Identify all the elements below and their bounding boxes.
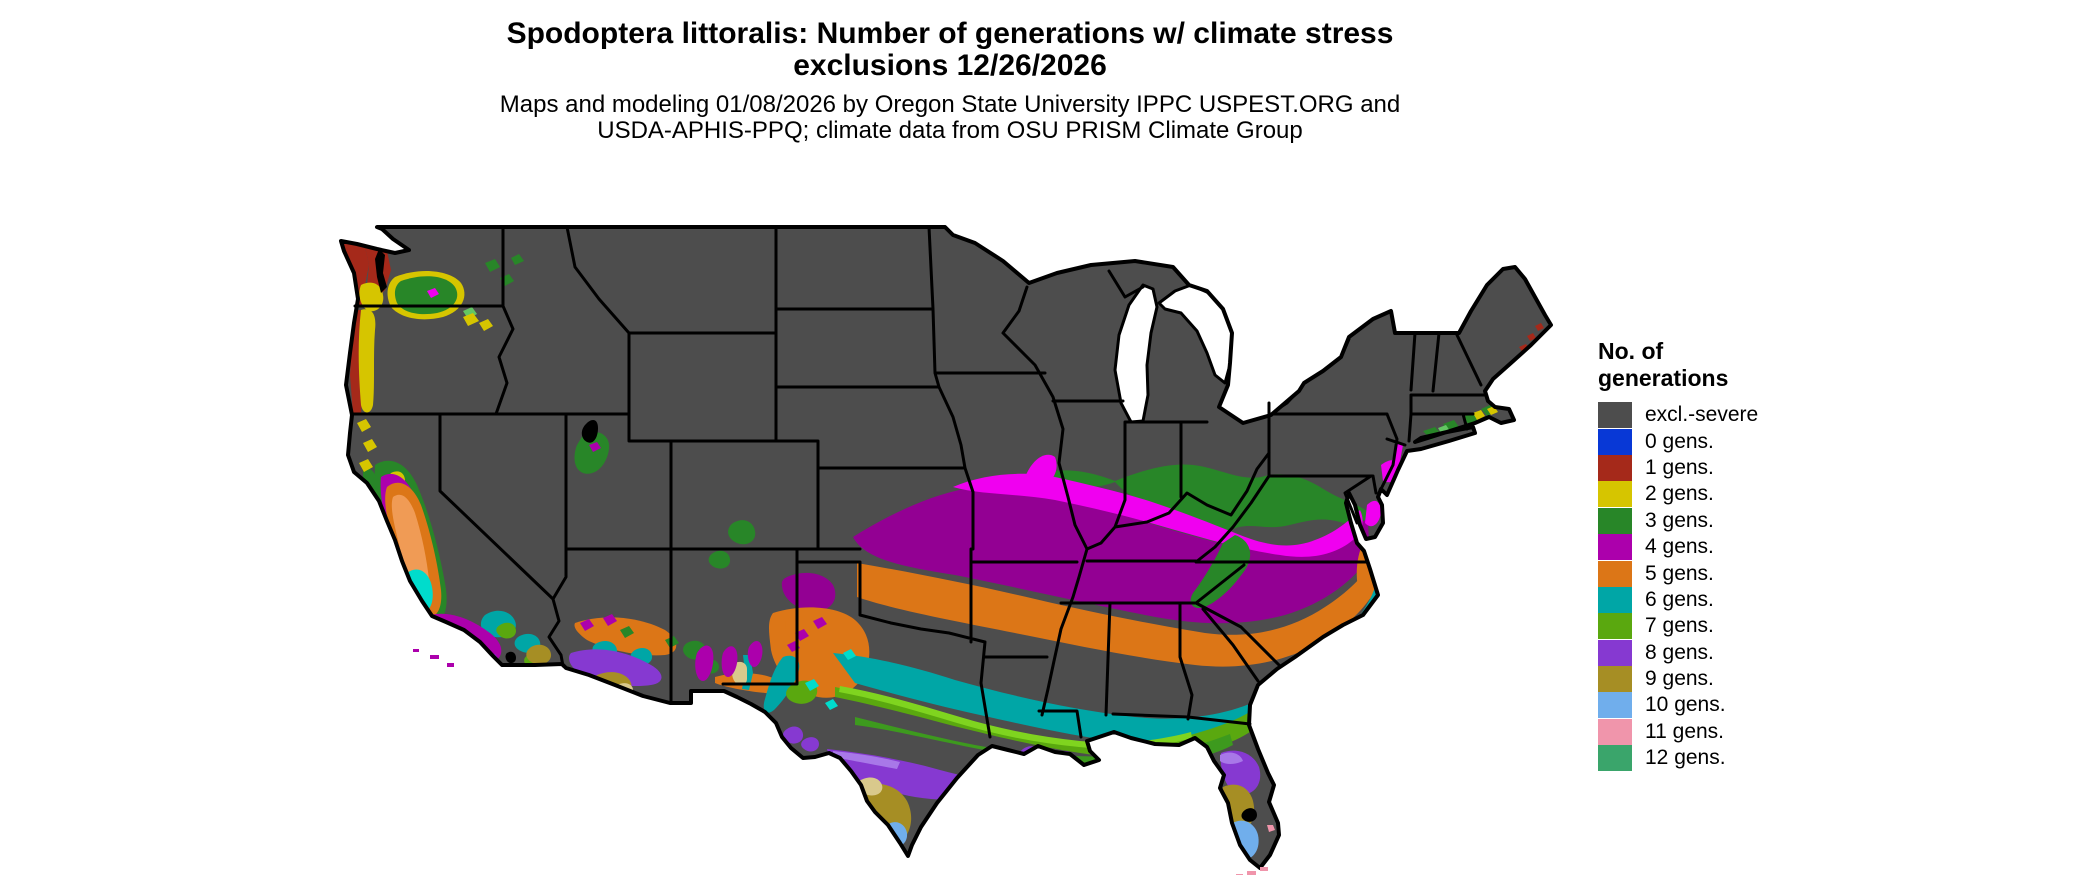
legend-item-1-gens: 1 gens.: [1598, 454, 1828, 481]
legend-item-8-gens: 8 gens.: [1598, 639, 1828, 666]
legend-item-2-gens: 2 gens.: [1598, 481, 1828, 508]
legend-label-6-gens: 6 gens.: [1645, 587, 1714, 611]
legend-item-3-gens: 3 gens.: [1598, 507, 1828, 534]
legend-swatch-10-gens: [1598, 692, 1632, 719]
legend-swatch-excl-severe: [1598, 402, 1632, 429]
great-salt-lake: [581, 419, 598, 443]
legend-item-10-gens: 10 gens.: [1598, 692, 1828, 719]
map-header: Spodoptera littoralis: Number of generat…: [0, 18, 1900, 144]
legend-item-0-gens: 0 gens.: [1598, 428, 1828, 455]
us-choropleth-map: [339, 225, 1553, 880]
map-legend: No. of generations excl.-severe 0 gens. …: [1598, 338, 1828, 772]
us-map-container: [335, 225, 1555, 880]
legend-label-9-gens: 9 gens.: [1645, 667, 1714, 691]
legend-swatch-8-gens: [1598, 639, 1632, 666]
legend-label-12-gens: 12 gens.: [1645, 746, 1726, 770]
map-region-10-gens: [884, 820, 1259, 860]
legend-title-line1: No. of: [1598, 338, 1664, 364]
legend-swatch-2-gens: [1598, 481, 1632, 508]
legend-item-9-gens: 9 gens.: [1598, 666, 1828, 693]
legend-swatch-3-gens: [1598, 507, 1632, 534]
puget-sound: [375, 249, 387, 293]
legend-swatch-9-gens: [1598, 666, 1632, 693]
map-region-6-gens-bright-specks: [805, 649, 856, 710]
legend-item-5-gens: 5 gens.: [1598, 560, 1828, 587]
legend-title: No. of generations: [1598, 338, 1828, 392]
legend-label-1-gens: 1 gens.: [1645, 455, 1714, 479]
legend-item-12-gens: 12 gens.: [1598, 745, 1828, 772]
legend-label-10-gens: 10 gens.: [1645, 693, 1726, 717]
legend-item-4-gens: 4 gens.: [1598, 534, 1828, 561]
map-title-line1: Spodoptera littoralis: Number of generat…: [506, 17, 1394, 50]
state-borders: [350, 225, 1487, 739]
map-subtitle-line2: USDA-APHIS-PPQ; climate data from OSU PR…: [597, 117, 1303, 144]
salton-sea: [505, 651, 516, 664]
legend-label-excl-severe: excl.-severe: [1645, 403, 1759, 427]
inland-water: [375, 249, 1257, 822]
map-fill-layers: [341, 227, 1551, 868]
legend-label-4-gens: 4 gens.: [1645, 535, 1714, 559]
map-region-11-gens-fl: [1267, 825, 1275, 832]
legend-item-11-gens: 11 gens.: [1598, 718, 1828, 745]
map-region-4-gens-dark: [781, 487, 1370, 624]
map-subtitle-line1: Maps and modeling 01/08/2026 by Oregon S…: [499, 91, 1401, 118]
legend-label-11-gens: 11 gens.: [1645, 719, 1725, 743]
legend-swatch-1-gens: [1598, 454, 1632, 481]
legend-swatch-6-gens: [1598, 586, 1632, 613]
map-region-4-gens-columbia-speck: [427, 288, 439, 298]
legend-swatch-7-gens: [1598, 613, 1632, 640]
legend-swatch-11-gens: [1598, 718, 1632, 745]
legend-label-5-gens: 5 gens.: [1645, 561, 1714, 585]
legend-label-8-gens: 8 gens.: [1645, 640, 1714, 664]
legend-label-0-gens: 0 gens.: [1645, 429, 1714, 453]
map-region-3-gens-columbia: [394, 276, 458, 315]
legend-label-2-gens: 2 gens.: [1645, 482, 1714, 506]
channel-islands-magenta: [413, 649, 454, 667]
legend-title-line2: generations: [1598, 365, 1729, 391]
legend-item-excl-severe: excl.-severe: [1598, 402, 1828, 429]
us-coastline: [339, 225, 1553, 870]
legend-label-3-gens: 3 gens.: [1645, 508, 1714, 532]
legend-swatch-12-gens: [1598, 745, 1632, 772]
map-title-line2: exclusions 12/26/2026: [793, 49, 1107, 82]
lake-okeechobee: [1241, 808, 1257, 822]
legend-swatch-0-gens: [1598, 428, 1632, 455]
legend-label-7-gens: 7 gens.: [1645, 614, 1714, 638]
map-subtitle: Maps and modeling 01/08/2026 by Oregon S…: [0, 92, 1900, 144]
legend-item-6-gens: 6 gens.: [1598, 586, 1828, 613]
map-region-4-gens-west-specks: [580, 442, 827, 681]
legend-item-7-gens: 7 gens.: [1598, 613, 1828, 640]
legend-swatch-5-gens: [1598, 560, 1632, 587]
legend-swatch-4-gens: [1598, 534, 1632, 561]
